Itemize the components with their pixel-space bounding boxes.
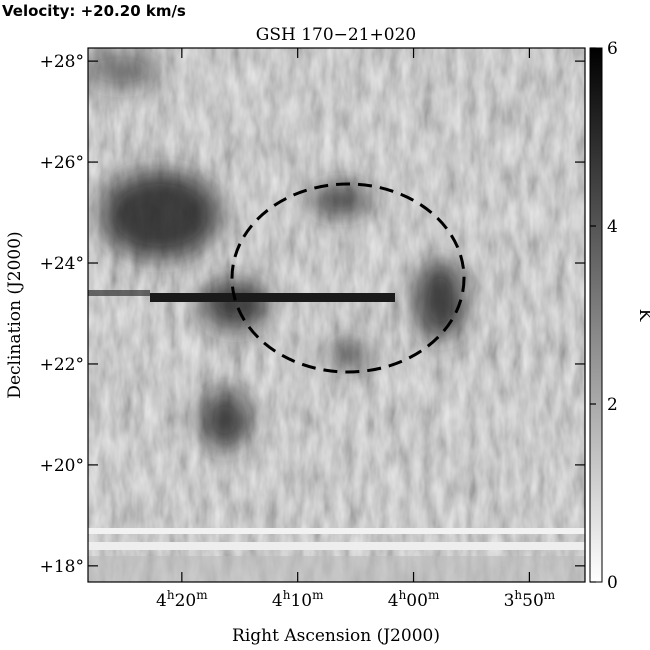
velocity-label: Velocity: +20.20 km/s	[2, 2, 186, 20]
chart-title: GSH 170−21+020	[256, 25, 416, 45]
x-tick-label: 4h00m	[388, 588, 440, 611]
y-axis-label: Declination (J2000)	[5, 231, 25, 398]
y-tick-label: +18°	[40, 557, 84, 577]
colorbar-tick-label: 0	[607, 573, 618, 593]
colorbar-tick-label: 4	[607, 217, 618, 237]
colorbar-tick-label: 2	[607, 395, 618, 415]
shell-outline	[230, 182, 466, 374]
plot-frame	[87, 47, 586, 583]
y-tick-label: +22°	[40, 355, 84, 375]
colorbar-label: K	[635, 309, 650, 322]
x-tick-label: 4h10m	[272, 588, 324, 611]
y-tick-label: +20°	[40, 456, 84, 476]
colorbar-tick-label: 6	[607, 39, 618, 59]
y-tick-label: +26°	[40, 153, 84, 173]
y-tick-label: +28°	[40, 52, 84, 72]
x-tick-label: 3h50m	[504, 588, 556, 611]
x-tick-label: 4h20m	[156, 588, 208, 611]
y-tick-label: +24°	[40, 254, 84, 274]
map-image	[88, 48, 585, 582]
colorbar	[589, 47, 603, 583]
x-axis-label: Right Ascension (J2000)	[232, 626, 440, 646]
